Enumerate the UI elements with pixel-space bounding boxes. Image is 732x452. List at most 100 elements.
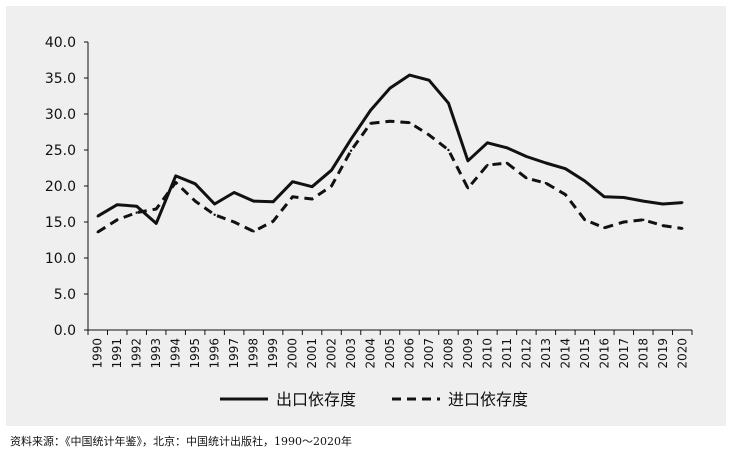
y-tick-label: 35.0 [45, 71, 76, 87]
x-axis: 1990 1991 1992 1993 1994 1995 1996 1997 1998 1999… [87, 329, 693, 369]
x-tick-label: 2020 [675, 338, 689, 369]
data-point [174, 174, 177, 178]
data-point [349, 138, 353, 141]
x-tick-label: 2005 [383, 338, 397, 369]
data-point [96, 230, 99, 234]
data-point [291, 180, 294, 183]
series-line-2 [96, 119, 683, 234]
x-tick-label: 1992 [130, 338, 144, 369]
x-tick-label: 2019 [656, 338, 670, 369]
data-point [564, 193, 567, 196]
data-point [447, 102, 450, 105]
data-point [622, 220, 626, 224]
data-point [583, 179, 587, 183]
x-tick-label: 2016 [597, 338, 611, 369]
legend-label-1: 出口依存度 [276, 390, 356, 409]
x-tick-label: 2006 [402, 338, 416, 369]
x-tick-label: 2018 [636, 338, 650, 369]
data-point [252, 199, 255, 203]
data-point [525, 176, 528, 180]
data-point [583, 218, 587, 222]
data-point [330, 184, 333, 188]
data-point [603, 226, 606, 229]
x-tick-label: 1993 [149, 338, 163, 369]
y-tick-label: 15.0 [45, 215, 76, 231]
chart-panel: 0.0 5.0 10.0 15.0 20.0 25.0 30.0 35.0 40.0 1990 1… [6, 6, 726, 426]
y-tick-label: 25.0 [45, 143, 76, 159]
data-point [369, 122, 372, 125]
series-layer [96, 73, 684, 234]
data-point [310, 197, 314, 201]
data-point [661, 202, 664, 206]
data-point [310, 185, 314, 188]
data-point [408, 121, 411, 124]
data-point [349, 149, 353, 152]
data-point [154, 207, 158, 211]
data-point [96, 215, 99, 218]
x-tick-label: 2017 [617, 338, 631, 369]
source-note: 资料来源：《中国统计年鉴》，北京：中国统计出版社，1990～2020年 [10, 435, 352, 448]
data-point [544, 181, 548, 185]
data-point [388, 120, 392, 123]
data-point [681, 201, 684, 204]
x-tick-label: 2008 [441, 338, 455, 369]
series-line-1 [96, 73, 683, 225]
x-tick-label: 2014 [558, 338, 572, 369]
y-tick-label: 20.0 [45, 179, 76, 195]
data-point [622, 196, 626, 199]
data-point [661, 224, 664, 227]
data-point [369, 109, 372, 112]
data-point [603, 195, 606, 198]
data-point [466, 159, 470, 162]
data-point [642, 199, 645, 203]
data-point [681, 227, 684, 230]
y-tick-label: 0.0 [54, 323, 76, 339]
data-point [213, 213, 216, 216]
data-point [232, 220, 236, 224]
x-tick-label: 1994 [169, 338, 183, 369]
data-point [116, 218, 119, 222]
data-point [135, 204, 138, 208]
data-point [486, 163, 489, 167]
data-point [427, 78, 431, 82]
data-point [174, 181, 177, 184]
x-tick-label: 1999 [266, 338, 280, 369]
x-tick-label: 2000 [286, 338, 300, 369]
x-tick-label: 2007 [422, 338, 436, 369]
x-tick-label: 2012 [519, 338, 533, 369]
data-point [525, 155, 528, 158]
legend-label-2: 进口依存度 [448, 390, 528, 409]
x-tick-label: 1991 [110, 338, 124, 369]
x-tick-label: 2003 [344, 338, 358, 369]
data-point [408, 73, 411, 77]
data-point [642, 218, 645, 222]
x-tick-label: 2015 [578, 338, 592, 369]
data-point [330, 168, 333, 172]
x-tick-label: 1995 [188, 338, 202, 369]
data-point [505, 146, 509, 150]
x-tick-label: 2013 [539, 338, 553, 369]
data-point [427, 133, 431, 137]
data-point [154, 222, 158, 225]
x-tick-label: 2001 [305, 338, 319, 369]
data-point [486, 141, 489, 144]
data-point [564, 167, 567, 170]
y-axis: 0.0 5.0 10.0 15.0 20.0 25.0 30.0 35.0 40.0 [45, 35, 89, 339]
data-point [135, 211, 138, 214]
data-point [466, 186, 470, 190]
data-point [116, 203, 119, 206]
x-tick-label: 2011 [500, 338, 514, 369]
x-tick-label: 1996 [208, 338, 222, 369]
x-tick-label: 1997 [227, 338, 241, 369]
x-tick-label: 1990 [91, 338, 105, 369]
data-point [193, 182, 197, 186]
data-point [271, 200, 275, 204]
x-tick-label: 2010 [480, 338, 494, 369]
y-tick-label: 10.0 [45, 251, 76, 267]
data-point [388, 86, 392, 90]
y-tick-label: 5.0 [54, 287, 76, 303]
x-tick-label: 2009 [461, 338, 475, 369]
line-chart: 0.05.010.015.020.025.030.035.040.0 1990 1… [45, 35, 693, 409]
legend: 出口依存度 进口依存度 [220, 390, 528, 409]
data-point [447, 148, 450, 152]
